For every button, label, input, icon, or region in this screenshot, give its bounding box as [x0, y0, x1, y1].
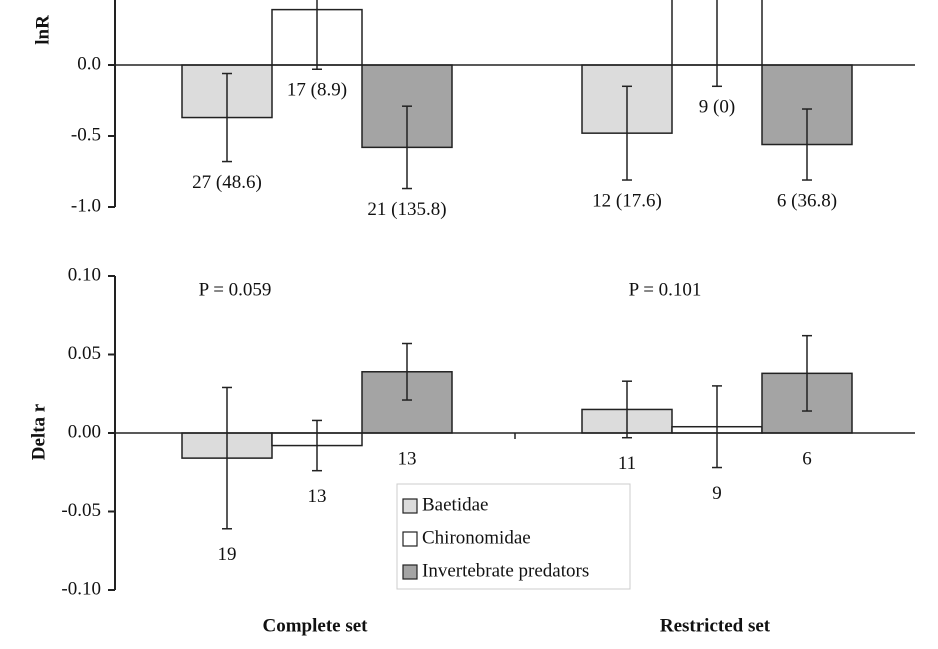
y-tick-label: -1.0 [71, 195, 101, 216]
legend-label: Baetidae [422, 494, 488, 515]
y-tick-label: -0.10 [61, 578, 101, 599]
data-label: 11 [618, 453, 636, 474]
data-label: 13 [398, 448, 417, 469]
data-label: 9 (0) [699, 97, 735, 118]
y-tick-label: 0.10 [68, 264, 101, 285]
y-tick-label: -0.5 [71, 124, 101, 145]
y-tick-label: -0.05 [61, 500, 101, 521]
data-label: 9 [712, 483, 722, 504]
legend-swatch [402, 564, 418, 580]
y-tick-label: 0.5 [77, 0, 101, 3]
y-tick-label: 0.0 [77, 53, 101, 74]
x-tick-label: Complete set [263, 615, 369, 636]
legend-label: Invertebrate predators [422, 560, 589, 581]
y-tick-label: 0.00 [68, 421, 101, 442]
data-label: 17 (8.9) [287, 80, 347, 101]
data-label: 27 (48.6) [192, 172, 262, 193]
data-label: 6 (36.8) [777, 190, 837, 211]
y-axis-label: Delta r [28, 403, 49, 460]
x-tick-label: Restricted set [660, 615, 771, 636]
annotation: P = 0.101 [629, 279, 702, 300]
annotation: P = 0.059 [199, 279, 272, 300]
y-axis-label: lnR [32, 15, 53, 45]
legend-label: Chironomidae [422, 527, 531, 548]
data-label: 19 [218, 544, 237, 565]
data-label: 21 (135.8) [367, 199, 446, 220]
data-label: 12 (17.6) [592, 190, 662, 211]
y-tick-label: 0.05 [68, 343, 101, 364]
legend-swatch [402, 498, 418, 514]
data-label: 13 [308, 486, 327, 507]
legend-swatch [402, 531, 418, 547]
data-label: 6 [802, 448, 812, 469]
legend-box [396, 483, 631, 590]
